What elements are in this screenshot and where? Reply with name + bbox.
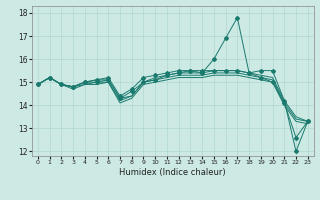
X-axis label: Humidex (Indice chaleur): Humidex (Indice chaleur): [119, 168, 226, 177]
